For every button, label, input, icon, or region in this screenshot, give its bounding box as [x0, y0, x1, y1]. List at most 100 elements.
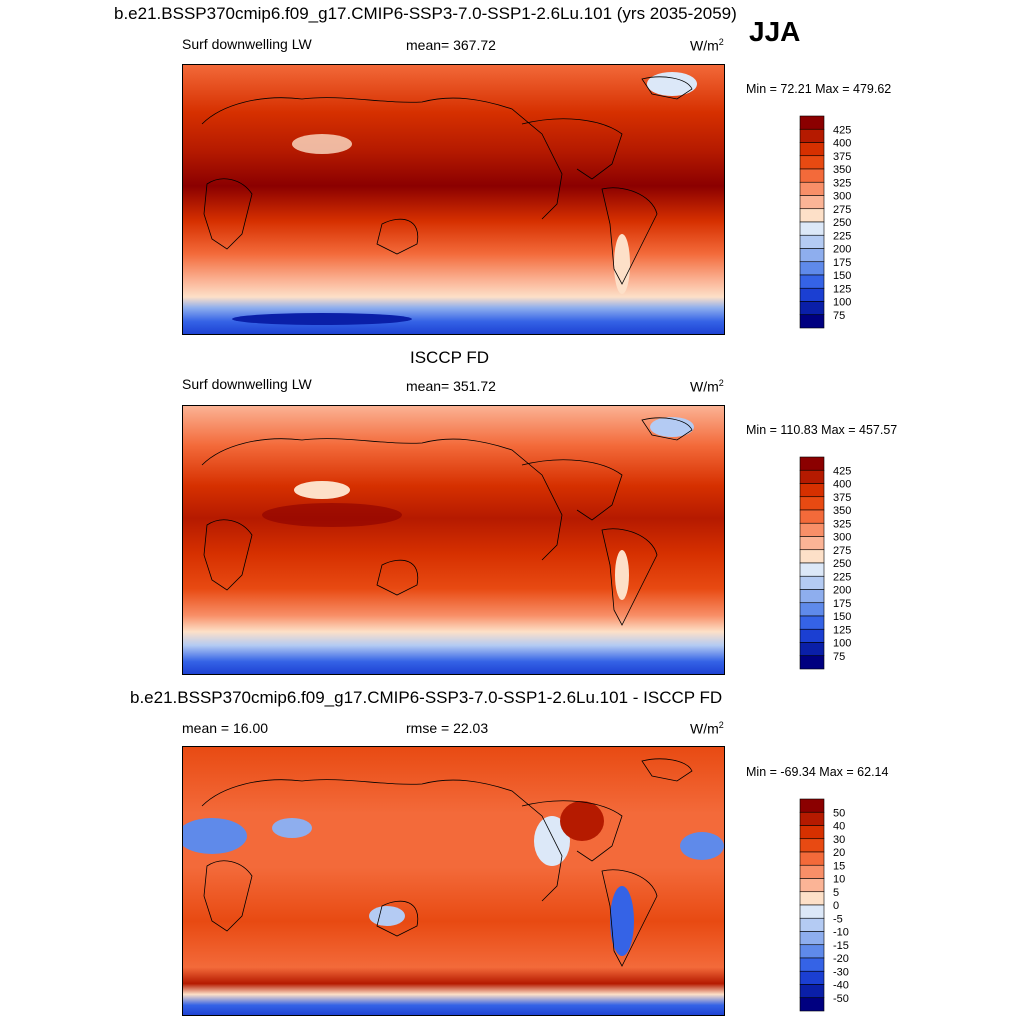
- panel-obs-colorbar-box: [799, 469, 825, 484]
- panel-obs-colorbar-tick-label: 125: [833, 624, 851, 636]
- panel-diff-minmax: Min = -69.34 Max = 62.14: [746, 765, 889, 779]
- panel-diff-units: W/m2: [690, 720, 724, 737]
- panel-obs-colorbar-box: [799, 483, 825, 498]
- map-frame: [182, 64, 725, 335]
- panel-obs-colorbar-tick-label: 375: [833, 492, 851, 504]
- panel-obs-colorbar-tick-label: 225: [833, 571, 851, 583]
- field-background: [182, 64, 725, 335]
- panel-obs-colorbar-tick-label: 200: [833, 585, 851, 597]
- panel-model-colorbar-tick-label: 150: [833, 270, 851, 282]
- panel-diff-colorbar-box: [799, 838, 825, 853]
- panel-diff-colorbar-tick-label: -50: [833, 993, 849, 1005]
- panel-model-colorbar-tick-label: 425: [833, 124, 851, 136]
- panel-diff-colorbar-box: [799, 984, 825, 999]
- panel-diff-rmse-label: rmse = 22.03: [406, 720, 489, 736]
- panel-obs-colorbar-box: [799, 575, 825, 590]
- panel-model-colorbar-tick-label: 250: [833, 217, 851, 229]
- panel-obs-colorbar-tick-label: 75: [833, 651, 845, 663]
- panel-obs-colorbar-box: [799, 496, 825, 511]
- panel-diff-colorbar-box: [799, 997, 825, 1012]
- panel-diff-colorbar-box: [799, 811, 825, 826]
- panel-model-colorbar-box: [799, 234, 825, 249]
- panel-model-colorbar-box: [799, 208, 825, 223]
- panel-model-colorbar-tick-label: 300: [833, 191, 851, 203]
- greenland-low-region: [650, 417, 694, 437]
- panel-model-colorbar-tick-label: 75: [833, 310, 845, 322]
- panel-obs-colorbar-tick-label: 150: [833, 611, 851, 623]
- panel-obs-colorbar-box: [799, 536, 825, 551]
- panel-model-colorbar-tick-label: 400: [833, 138, 851, 150]
- panel-obs-colorbar-box: [799, 602, 825, 617]
- panel-obs-colorbar-box: [799, 589, 825, 604]
- panel-model-colorbar-tick-label: 375: [833, 151, 851, 163]
- coastlines: [201, 76, 693, 285]
- panel-diff-colorbar-tick-label: 10: [833, 874, 845, 886]
- panel-diff-colorbar-tick-label: 30: [833, 834, 845, 846]
- north-america-positive-region: [560, 801, 604, 841]
- panel-model-colorbar-box: [799, 314, 825, 329]
- andes-low-region: [614, 234, 630, 294]
- figure-title: b.e21.BSSP370cmip6.f09_g17.CMIP6-SSP3-7.…: [114, 4, 737, 23]
- panel-diff-colorbar-box: [799, 917, 825, 932]
- panel-model-colorbar-tick-label: 125: [833, 283, 851, 295]
- panel-obs-colorbar-box: [799, 655, 825, 670]
- panel-diff-colorbar-tick-label: -5: [833, 913, 843, 925]
- panel-diff-colorbar-tick-label: 5: [833, 887, 839, 899]
- panel-model-colorbar-box: [799, 115, 825, 130]
- panel-obs-colorbar-tick-label: 250: [833, 558, 851, 570]
- panel-diff-colorbar-box: [799, 970, 825, 985]
- panel-model-colorbar-box: [799, 168, 825, 183]
- panel-obs-colorbar-box: [799, 642, 825, 657]
- panel-model-colorbar-tick-label: 100: [833, 297, 851, 309]
- panel-model-colorbar-tick-label: 275: [833, 204, 851, 216]
- panel-diff-colorbar-tick-label: -10: [833, 927, 849, 939]
- panel-model-map: [182, 64, 725, 335]
- panel-model-colorbar-box: [799, 155, 825, 170]
- panel-obs-colorbar-box: [799, 549, 825, 564]
- panel-obs-colorbar-tick-label: 325: [833, 518, 851, 530]
- atlantic-negative-region: [680, 832, 724, 860]
- panel-obs-colorbar-tick-label: 100: [833, 638, 851, 650]
- field-background: [182, 746, 725, 1016]
- panel-model-colorbar-box: [799, 287, 825, 302]
- panel-model-colorbar-box: [799, 181, 825, 196]
- panel-model-minmax: Min = 72.21 Max = 479.62: [746, 82, 892, 96]
- panel-obs-title: ISCCP FD: [410, 348, 490, 367]
- panel-model-units: W/m2: [690, 37, 724, 54]
- panel-obs-colorbar-tick-label: 175: [833, 598, 851, 610]
- panel-model-colorbar-tick-label: 325: [833, 177, 851, 189]
- panel-model-colorbar-box: [799, 195, 825, 210]
- panel-diff-colorbar-box: [799, 851, 825, 866]
- panel-model-colorbar-tick-label: 200: [833, 244, 851, 256]
- tibet-low-region: [292, 134, 352, 154]
- panel-diff-colorbar-tick-label: 0: [833, 900, 839, 912]
- sahara-negative-region: [182, 818, 247, 854]
- coastlines: [201, 758, 693, 967]
- panel-model-colorbar-box: [799, 221, 825, 236]
- panel-obs-colorbar-box: [799, 562, 825, 577]
- panel-diff-colorbar-box: [799, 904, 825, 919]
- panel-obs-colorbar-tick-label: 400: [833, 479, 851, 491]
- panel-model-colorbar-box: [799, 261, 825, 276]
- panel-diff-title: b.e21.BSSP370cmip6.f09_g17.CMIP6-SSP3-7.…: [130, 688, 723, 707]
- coastlines: [201, 417, 693, 626]
- greenland-low-region: [647, 72, 697, 96]
- panel-diff-colorbar-box: [799, 931, 825, 946]
- panel-diff-colorbar-box: [799, 825, 825, 840]
- panel-model-colorbar-box: [799, 248, 825, 263]
- panel-model-colorbar-box: [799, 142, 825, 157]
- tibet-low-region: [294, 481, 350, 499]
- panel-model-colorbar-box: [799, 128, 825, 143]
- panel-model-colorbar-box: [799, 301, 825, 316]
- panel-model-colorbar-tick-label: 225: [833, 230, 851, 242]
- panel-obs-colorbar-box: [799, 509, 825, 524]
- panel-model-colorbar-box: [799, 274, 825, 289]
- panel-diff-colorbar-tick-label: 50: [833, 807, 845, 819]
- panel-obs-colorbar-box: [799, 522, 825, 537]
- panel-obs-map: [182, 405, 725, 675]
- panel-model-mean-label: mean= 367.72: [406, 37, 496, 53]
- panel-diff-colorbar-box: [799, 864, 825, 879]
